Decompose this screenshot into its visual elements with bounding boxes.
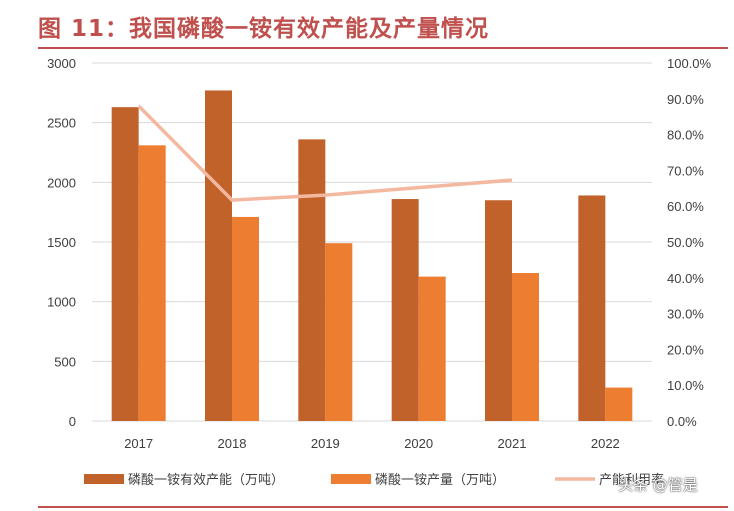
y-left-tick-label: 3000 [47, 56, 76, 71]
output-bar [232, 216, 259, 421]
utilization-line [137, 104, 513, 202]
x-tick-label: 2017 [124, 436, 153, 451]
y-right-tick-label: 0.0% [667, 414, 697, 429]
y-right-tick-label: 100.0% [667, 56, 712, 71]
x-tick-label: 2020 [404, 436, 433, 451]
legend-label-capacity: 磷酸一铵有效产能（万吨） [128, 473, 284, 488]
capacity-bar [205, 90, 232, 422]
legend-swatch-capacity [84, 474, 124, 484]
y-right-tick-label: 80.0% [667, 128, 704, 143]
title-divider [38, 47, 728, 49]
capacity-bar [391, 199, 419, 421]
y-right-tick-label: 50.0% [667, 235, 704, 250]
y-left-tick-label: 2000 [47, 175, 76, 190]
y-right-tick-label: 90.0% [667, 92, 704, 107]
y-left-tick-label: 1500 [47, 235, 76, 250]
y-left-tick-label: 0 [69, 414, 76, 429]
y-left-tick-label: 1000 [47, 295, 76, 310]
y-right-tick-label: 60.0% [667, 199, 704, 214]
y-right-tick-label: 10.0% [667, 378, 704, 393]
x-tick-label: 2018 [218, 436, 247, 451]
bottom-divider [38, 506, 728, 508]
watermark: 头条 @管是 [618, 476, 698, 494]
x-tick-label: 2021 [498, 436, 527, 451]
capacity-bar [111, 107, 139, 422]
legend-label-output: 磷酸一铵产量（万吨） [375, 473, 505, 488]
y-right-tick-label: 40.0% [667, 271, 704, 286]
y-right-tick-label: 30.0% [667, 307, 704, 322]
legend-label-utilization: 产能利用率 [599, 472, 664, 488]
legend-swatch-output [331, 474, 371, 484]
capacity-bar [485, 200, 512, 421]
capacity-bar [298, 139, 326, 421]
output-bar [418, 276, 446, 421]
y-right-tick-label: 20.0% [667, 342, 704, 357]
chart-title: 图 11：我国磷酸一铵有效产能及产量情况 [38, 16, 490, 42]
x-tick-label: 2019 [311, 436, 340, 451]
y-right-tick-label: 70.0% [667, 163, 704, 178]
output-bar [512, 273, 539, 421]
output-bar [325, 243, 353, 421]
capacity-bar [578, 195, 606, 421]
output-bar [605, 387, 633, 421]
x-tick-label: 2022 [591, 436, 620, 451]
y-left-tick-label: 2500 [47, 116, 76, 131]
y-left-tick-label: 500 [54, 354, 76, 369]
output-bar [138, 145, 166, 421]
